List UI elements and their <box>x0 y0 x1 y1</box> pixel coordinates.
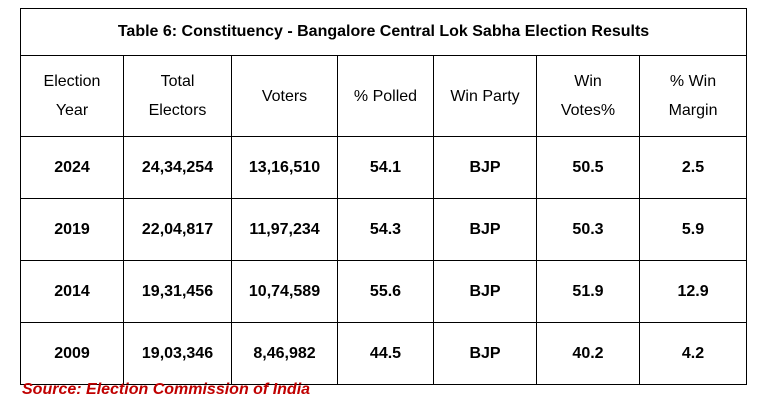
cell-year: 2024 <box>20 136 124 199</box>
election-results-table-container: Table 6: Constituency - Bangalore Centra… <box>19 8 748 385</box>
cell-year: 2014 <box>20 260 124 323</box>
table-row: 2019 22,04,817 11,97,234 54.3 BJP 50.3 5… <box>20 198 748 261</box>
cell-total-electors: 19,03,346 <box>123 322 232 385</box>
header-voters: Voters <box>231 55 338 137</box>
table-header-row: Election Year Total Electors Voters % Poll… <box>20 55 748 137</box>
cell-percent-polled: 55.6 <box>337 260 434 323</box>
cell-percent-polled: 44.5 <box>337 322 434 385</box>
cell-win-margin: 4.2 <box>638 322 748 385</box>
cell-win-party: BJP <box>433 322 537 385</box>
header-win-margin-line2: Margin <box>668 102 718 119</box>
cell-year: 2009 <box>20 322 124 385</box>
cell-win-margin: 12.9 <box>638 260 748 323</box>
header-percent-polled-label: % Polled <box>353 87 418 105</box>
header-voters-label: Voters <box>261 87 308 105</box>
header-win-votes-percent: Win Votes% <box>536 55 640 137</box>
cell-win-margin: 5.9 <box>638 198 748 261</box>
header-total-electors-line2: Electors <box>148 102 207 119</box>
source-note: Source: Election Commission of India <box>22 381 311 398</box>
table-row: 2024 24,34,254 13,16,510 54.1 BJP 50.5 2… <box>20 136 748 199</box>
table-title: Table 6: Constituency - Bangalore Centra… <box>19 8 748 56</box>
cell-win-party: BJP <box>433 136 537 199</box>
header-total-electors: Total Electors <box>123 55 232 137</box>
header-election-year: Election Year <box>20 55 124 137</box>
cell-year: 2019 <box>20 198 124 261</box>
header-percent-polled: % Polled <box>337 55 434 137</box>
table-row: 2009 19,03,346 8,46,982 44.5 BJP 40.2 4.… <box>20 322 748 385</box>
header-win-votes-line1: Win <box>574 73 602 90</box>
header-win-party: Win Party <box>433 55 537 137</box>
cell-win-votes-percent: 50.3 <box>536 198 640 261</box>
header-win-votes-line2: Votes% <box>560 102 616 119</box>
header-win-party-label: Win Party <box>450 87 520 105</box>
cell-win-party: BJP <box>433 198 537 261</box>
cell-voters: 13,16,510 <box>231 136 338 199</box>
cell-total-electors: 19,31,456 <box>123 260 232 323</box>
header-win-margin: % Win Margin <box>638 55 748 137</box>
election-results-table: Table 6: Constituency - Bangalore Centra… <box>19 8 748 385</box>
table-row: 2014 19,31,456 10,74,589 55.6 BJP 51.9 1… <box>20 260 748 323</box>
header-election-year-line2: Year <box>55 102 89 119</box>
cell-percent-polled: 54.3 <box>337 198 434 261</box>
cell-win-margin: 2.5 <box>638 136 748 199</box>
header-total-electors-line1: Total <box>160 73 195 90</box>
cell-voters: 10,74,589 <box>231 260 338 323</box>
cell-total-electors: 22,04,817 <box>123 198 232 261</box>
cell-win-party: BJP <box>433 260 537 323</box>
cell-voters: 11,97,234 <box>231 198 338 261</box>
cell-win-votes-percent: 50.5 <box>536 136 640 199</box>
table-title-row: Table 6: Constituency - Bangalore Centra… <box>19 8 748 56</box>
cell-total-electors: 24,34,254 <box>123 136 232 199</box>
cell-win-votes-percent: 51.9 <box>536 260 640 323</box>
header-win-margin-line1: % Win <box>669 73 717 90</box>
cell-voters: 8,46,982 <box>231 322 338 385</box>
cell-win-votes-percent: 40.2 <box>536 322 640 385</box>
cell-percent-polled: 54.1 <box>337 136 434 199</box>
header-election-year-line1: Election <box>43 73 101 90</box>
